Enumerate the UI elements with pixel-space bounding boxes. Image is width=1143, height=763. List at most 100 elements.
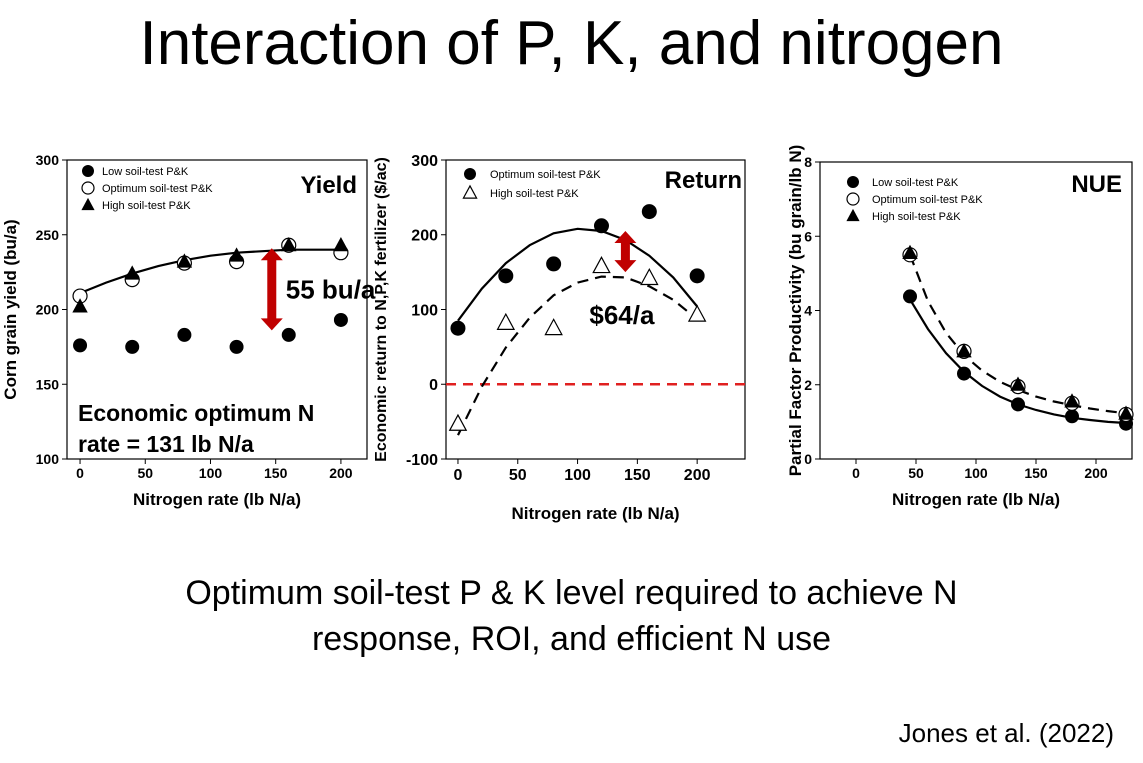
data-point	[903, 289, 917, 304]
y-tick-label: 8	[804, 154, 812, 170]
x-tick-label: 0	[76, 465, 84, 481]
y-tick-label: 2	[804, 377, 812, 393]
data-point	[1065, 409, 1079, 424]
x-tick-label: 200	[684, 467, 711, 484]
annotation-text: rate = 131 lb N/a	[78, 431, 254, 457]
data-point	[544, 318, 563, 336]
data-point	[593, 218, 609, 234]
data-point	[1118, 405, 1134, 420]
slide-title: Interaction of P, K, and nitrogen	[139, 9, 1004, 78]
data-point	[450, 320, 466, 336]
data-point	[72, 298, 88, 313]
plot-frame	[819, 161, 1133, 460]
legend-marker	[82, 165, 94, 177]
data-point	[176, 253, 193, 268]
data-point	[73, 338, 88, 353]
annotation-text: $64/a	[589, 300, 655, 330]
y-tick-label: 100	[411, 302, 438, 319]
data-point	[448, 413, 468, 431]
y-tick-label: 300	[36, 152, 60, 168]
legend-marker	[846, 208, 860, 222]
legend-label: High soil-test P&K	[490, 188, 579, 200]
legend-marker	[462, 184, 478, 199]
y-tick-label: 4	[804, 303, 812, 319]
y-tick-label: 0	[804, 451, 812, 467]
footer-text: Optimum soil-test P & K level required t…	[0, 570, 1143, 662]
panel-label: Return	[665, 167, 742, 194]
legend-marker	[81, 181, 95, 195]
data-point	[177, 327, 192, 342]
data-point	[957, 366, 971, 381]
data-point	[333, 236, 349, 252]
data-point	[641, 204, 657, 220]
legend-label: Optimum soil-test P&K	[490, 169, 601, 181]
x-tick-label: 50	[137, 465, 153, 481]
data-point	[640, 268, 659, 286]
x-tick-label: 200	[329, 465, 353, 481]
data-point	[592, 256, 611, 274]
data-point	[687, 304, 707, 322]
x-tick-label: 50	[908, 465, 924, 481]
y-tick-label: 200	[411, 228, 438, 245]
x-axis-label: Nitrogen rate (lb N/a)	[892, 490, 1060, 509]
data-point	[902, 244, 918, 259]
data-point	[689, 268, 705, 284]
y-tick-label: 250	[36, 227, 60, 243]
annotation-text: 55 bu/a	[286, 274, 376, 304]
annotation-text: Economic optimum N	[78, 400, 314, 426]
x-tick-label: 150	[264, 465, 288, 481]
chart-panel-yield: 0 50 100 150 200 100 150 200 250 300 Nitrogen rate…	[1, 152, 376, 509]
x-tick-label: 50	[509, 467, 527, 484]
y-axis-label: Economic return to N,P,K fertilizer ($/a…	[373, 157, 390, 462]
y-axis-label: Partial Factor Productivity (bu grain/lb…	[786, 145, 805, 477]
data-point	[124, 265, 140, 280]
data-point	[281, 327, 296, 342]
data-point	[125, 339, 140, 354]
x-tick-label: 0	[454, 467, 463, 484]
fit-curve	[457, 227, 699, 322]
x-tick-label: 0	[852, 465, 860, 481]
data-point	[1011, 397, 1025, 412]
footer-line-2: response, ROI, and efficient N use	[311, 620, 832, 658]
x-tick-label: 100	[199, 465, 223, 481]
legend-label: High soil-test P&K	[102, 200, 191, 212]
x-axis-label: Nitrogen rate (lb N/a)	[133, 490, 301, 509]
y-tick-label: 0	[429, 377, 438, 394]
data-point	[546, 256, 562, 272]
difference-arrow	[614, 231, 637, 273]
y-tick-label: 100	[36, 451, 60, 467]
y-tick-label: -100	[406, 452, 438, 469]
x-axis-label: Nitrogen rate (lb N/a)	[511, 504, 679, 523]
x-tick-label: 150	[624, 467, 651, 484]
fit-curve	[79, 248, 341, 295]
data-point	[1010, 376, 1026, 391]
y-tick-label: 300	[411, 153, 438, 170]
legend-label: Optimum soil-test P&K	[102, 183, 213, 195]
chart-panel-nue: 0 50 100 150 200 0 2 4 6 8 Nitrogen rate (lb N/a) P…	[786, 145, 1134, 509]
data-point	[498, 268, 514, 284]
data-point	[496, 312, 516, 330]
legend-label: Optimum soil-test P&K	[872, 194, 983, 206]
y-tick-label: 150	[36, 376, 60, 392]
y-axis-label: Corn grain yield (bu/a)	[1, 219, 20, 399]
panel-label: Yield	[301, 172, 357, 199]
data-point	[228, 247, 245, 262]
y-tick-label: 200	[36, 302, 60, 318]
legend-marker	[847, 176, 859, 188]
legend-marker	[846, 192, 860, 206]
legend-marker	[464, 168, 476, 180]
fit-curve	[457, 275, 698, 436]
data-point	[333, 312, 348, 327]
data-point	[956, 343, 972, 358]
legend-marker	[81, 197, 95, 211]
data-point	[281, 236, 297, 252]
panel-label: NUE	[1071, 171, 1122, 198]
x-tick-label: 200	[1084, 465, 1108, 481]
legend-label: High soil-test P&K	[872, 211, 961, 223]
difference-arrow	[260, 248, 283, 331]
legend-label: Low soil-test P&K	[872, 177, 959, 189]
data-point	[229, 339, 244, 354]
footer-line-1: Optimum soil-test P & K level required t…	[185, 574, 958, 612]
x-tick-label: 150	[1024, 465, 1048, 481]
